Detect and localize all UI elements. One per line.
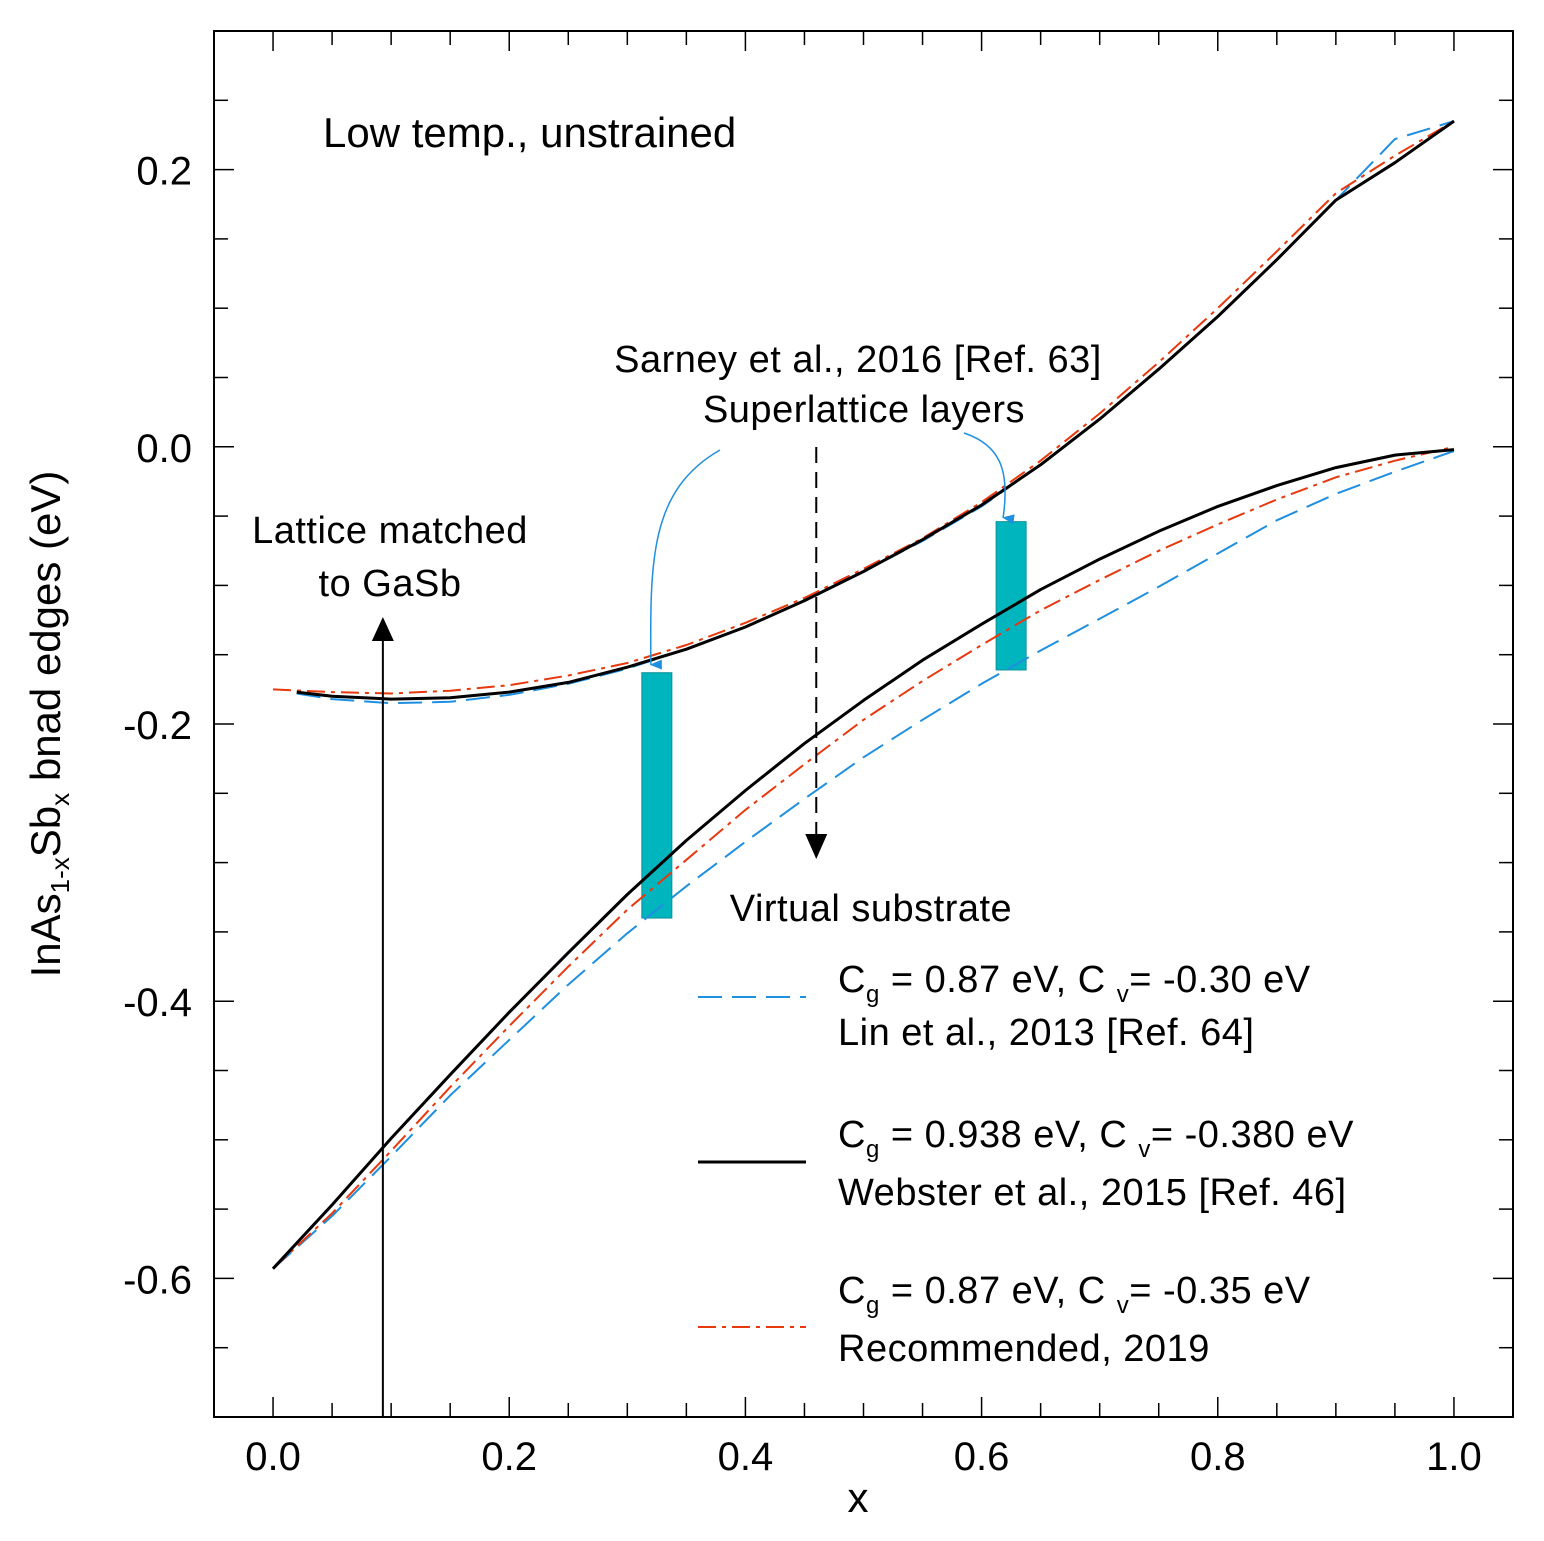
annotation-marks bbox=[371, 432, 1015, 1417]
y-tick-label: 0.2 bbox=[136, 150, 192, 194]
lattice-matched-arrowhead bbox=[371, 617, 394, 641]
legend-eq-recommended: Cg = 0.87 eV, C v= -0.35 eV bbox=[838, 1270, 1311, 1319]
legend-ref-recommended: Recommended, 2019 bbox=[838, 1328, 1210, 1370]
superlattice-bar bbox=[995, 521, 1027, 671]
webster-conduction-band-line bbox=[296, 119, 1455, 701]
superlattice-annotation: Superlattice layers bbox=[703, 389, 1025, 431]
x-tick-label: 1.0 bbox=[1426, 1435, 1482, 1479]
x-tick-label: 0.8 bbox=[1190, 1435, 1246, 1479]
legend: Cg = 0.87 eV, C v= -0.30 eV Lin et al., … bbox=[698, 959, 1354, 1370]
sarney-annotation: Sarney et al., 2016 [Ref. 63] bbox=[614, 339, 1102, 381]
superlattice-arrow-left bbox=[649, 449, 721, 670]
x-tick-label: 0.4 bbox=[718, 1435, 774, 1479]
recommended-valence-band-line bbox=[272, 445, 1455, 1270]
x-axis-title: x bbox=[848, 1474, 869, 1521]
recommended-conduction-band-line bbox=[272, 120, 1455, 695]
x-tick-label: 0.2 bbox=[481, 1435, 537, 1479]
lin-valence-band-line bbox=[272, 450, 1455, 1270]
y-tick-label: -0.4 bbox=[123, 981, 192, 1025]
y-tick-label: -0.2 bbox=[123, 704, 192, 748]
legend-ref-lin: Lin et al., 2013 [Ref. 64] bbox=[838, 1012, 1255, 1054]
y-tick-labels: -0.6 -0.4 -0.2 0.0 0.2 bbox=[123, 150, 192, 1303]
legend-eq-webster: Cg = 0.938 eV, C v= -0.380 eV bbox=[838, 1114, 1354, 1163]
y-tick-label: 0.0 bbox=[136, 427, 192, 471]
y-axis-title: InAs1-xSbx bnad edges (eV) bbox=[22, 471, 75, 978]
series-lines bbox=[271, 119, 1455, 1270]
virtual-substrate-arrowhead bbox=[805, 834, 828, 859]
superlattice-bar bbox=[641, 672, 673, 919]
lattice-annotation-line1: Lattice matched bbox=[252, 510, 528, 552]
lattice-annotation-line2: to GaSb bbox=[319, 563, 462, 605]
axis-ticks bbox=[214, 31, 1513, 1417]
y-tick-label: -0.6 bbox=[123, 1258, 192, 1302]
legend-ref-webster: Webster et al., 2015 [Ref. 46] bbox=[838, 1172, 1347, 1214]
x-tick-label: 0.6 bbox=[954, 1435, 1010, 1479]
x-tick-labels: 0.0 0.2 0.4 0.6 0.8 1.0 bbox=[245, 1435, 1482, 1479]
webster-valence-band-line bbox=[271, 448, 1455, 1270]
x-tick-label: 0.0 bbox=[245, 1435, 301, 1479]
superlattice-bars bbox=[641, 521, 1027, 919]
chart-title: Low temp., unstrained bbox=[323, 109, 736, 156]
superlattice-arrow-right bbox=[963, 432, 1015, 525]
virtual-substrate-annotation: Virtual substrate bbox=[730, 888, 1012, 930]
legend-eq-lin: Cg = 0.87 eV, C v= -0.30 eV bbox=[838, 959, 1311, 1008]
